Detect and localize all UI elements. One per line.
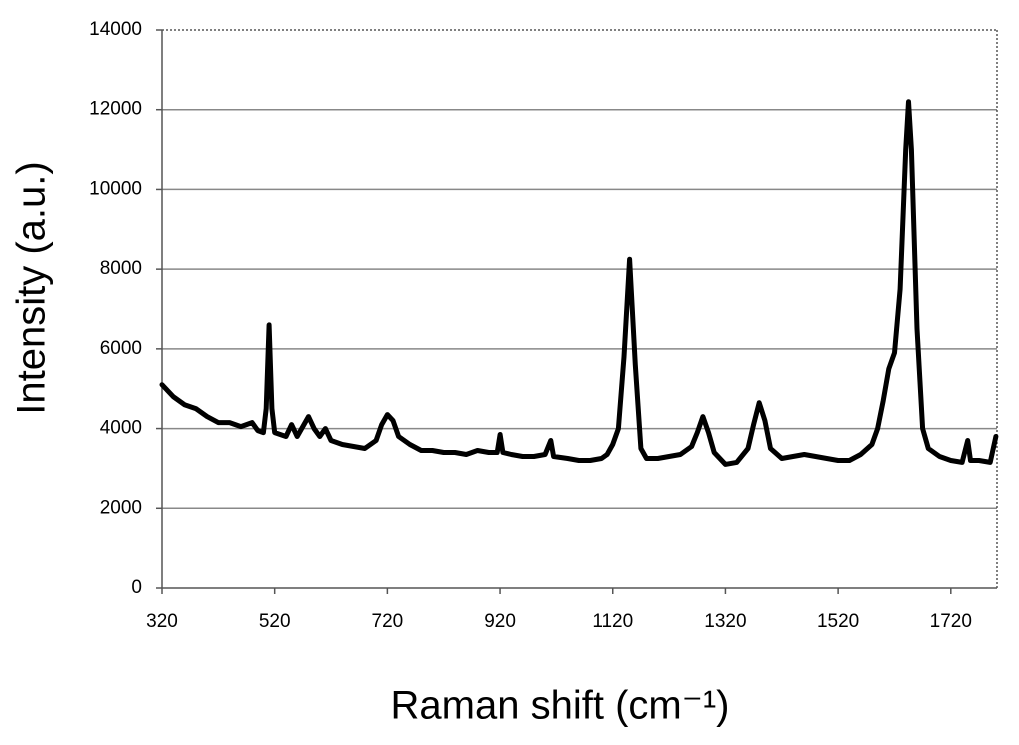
x-tick-label: 720 <box>372 611 404 632</box>
spectrum-line <box>159 99 999 467</box>
x-tick-label: 1320 <box>704 611 746 632</box>
x-tick-label: 1120 <box>592 611 633 632</box>
y-tick-label: 10000 <box>89 178 142 199</box>
x-tick-label: 1720 <box>930 611 972 632</box>
x-tick-label: 520 <box>259 611 291 632</box>
y-tick-label: 14000 <box>89 19 142 40</box>
y-tick-label: 6000 <box>100 338 142 359</box>
x-tick-label: 1520 <box>817 611 859 632</box>
x-axis-title: Raman shift (cm⁻¹) <box>391 684 730 728</box>
y-tick-label: 2000 <box>100 497 142 518</box>
y-axis-title: Intensity (a.u.) <box>10 161 54 414</box>
y-tick-label: 8000 <box>100 258 142 279</box>
y-tick-label: 0 <box>131 577 142 598</box>
y-tick-label: 4000 <box>100 418 142 439</box>
y-tick-label: 12000 <box>89 99 142 120</box>
x-tick-label: 920 <box>484 611 516 632</box>
x-tick-label: 320 <box>146 611 178 632</box>
